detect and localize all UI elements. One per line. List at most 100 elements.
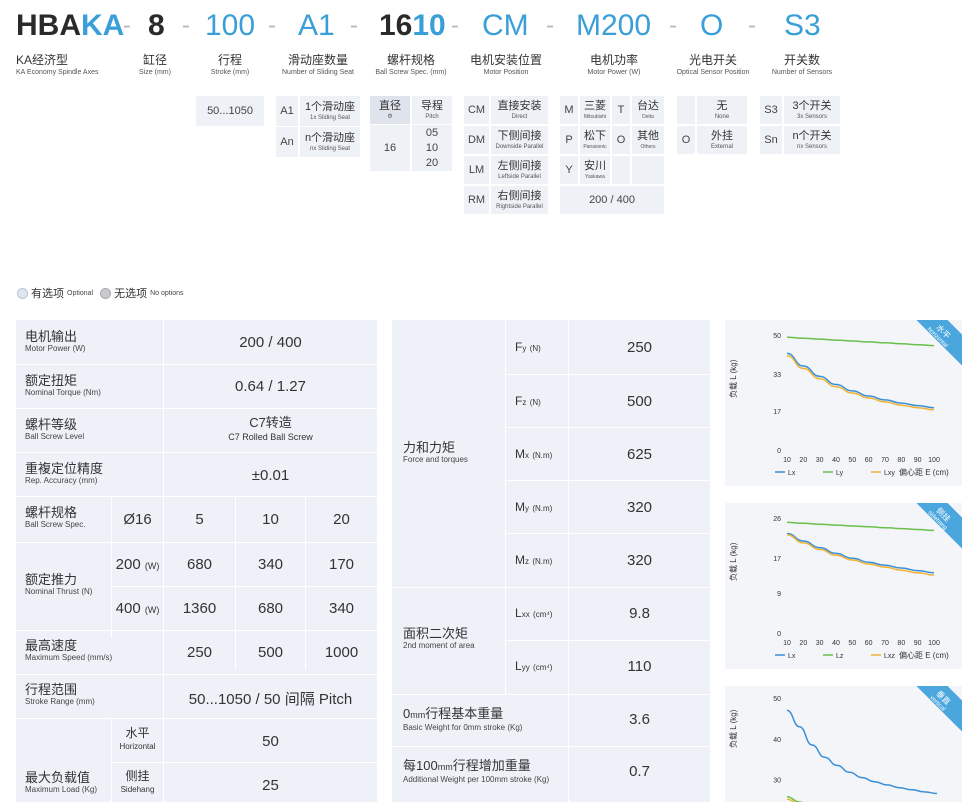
code-motor-pos: CM: [482, 9, 529, 42]
x-tick-label: 70: [881, 640, 889, 647]
spec-label: 螺杆等级 Ball Screw Level: [25, 417, 85, 441]
x-tick-label: 80: [897, 457, 905, 464]
spec-value: 200 / 400: [239, 334, 302, 351]
series-line: [786, 709, 938, 795]
spec-value: 25: [262, 777, 279, 794]
x-tick-label: 80: [897, 640, 905, 647]
motor-brand-code: P: [560, 126, 578, 154]
code-bore: 8: [148, 9, 165, 42]
spec-value: 500: [626, 393, 653, 410]
column-header: 开关数 Number of Sensors: [771, 53, 833, 76]
spec-table-left: [16, 320, 377, 802]
motor-brand: 其他 Others: [632, 126, 664, 154]
motor-pos-option: 左侧间接 Leftside Parallel: [491, 156, 548, 184]
screw-pitch-header: 导程 Pitch: [412, 96, 452, 124]
spec-value: 10: [262, 511, 279, 528]
spec-label: 螺杆规格 Ball Screw Spec.: [25, 505, 86, 529]
moment-symbol: Lxx (cm⁴): [515, 606, 553, 620]
y-tick-label: 17: [773, 556, 781, 563]
sensor-code: [677, 96, 695, 124]
code-sensor: O: [700, 9, 724, 42]
y-tick-label: 17: [773, 409, 781, 416]
load-chart-horizontal: 0 17 33 50 10 20 30 40 50 60 70 80 90 100 Lx Ly Lxy 偏心距 E…: [725, 320, 962, 486]
spec-value: 625: [626, 446, 653, 463]
motor-pos-option: 下侧间接 Downside Parallel: [491, 126, 548, 154]
legend-label: Lxz: [884, 653, 895, 660]
y-tick-label: 9: [777, 591, 781, 598]
code-seat: A1: [298, 9, 335, 42]
spec-value: 340: [328, 600, 355, 617]
x-tick-label: 10: [783, 457, 791, 464]
x-tick-label: 50: [848, 457, 856, 464]
spec-value: 680: [186, 556, 213, 573]
series-line: [786, 534, 935, 576]
x-tick-label: 100: [928, 640, 940, 647]
code-dash: -: [546, 12, 554, 39]
column-header: 电机功率 Motor Power (W): [587, 53, 641, 76]
y-axis-label: 负载 L (kg): [729, 359, 738, 398]
force-symbol: Mz (N.m): [515, 553, 553, 567]
code-dash: -: [182, 12, 190, 39]
spec-label: 最高速度 Maximum Speed (mm/s): [25, 638, 113, 662]
x-tick-label: 30: [816, 640, 824, 647]
motor-brand: 三菱 Mitsubishi: [580, 96, 610, 124]
seat-option: n个滑动座 nx Sliding Seat: [300, 127, 360, 157]
column-header: 滑动座数量 Number of Sliding Seat: [282, 53, 354, 76]
y-axis-label: 负载 L (kg): [729, 542, 738, 581]
spec-label: 额定推力 Nominal Thrust (N): [25, 572, 93, 596]
spec-value: ±0.01: [251, 467, 290, 484]
code-sensor-num: S3: [784, 9, 821, 42]
force-symbol: Mx (N.m): [515, 447, 553, 461]
seat-code: A1: [276, 96, 298, 126]
code-dash: -: [748, 12, 756, 39]
series-line: [786, 532, 935, 574]
code-dash: -: [669, 12, 677, 39]
spec-value: 320: [626, 552, 653, 569]
code-screw: 1610: [379, 9, 446, 42]
spec-value: 50: [262, 733, 279, 750]
spec-label: 力和力矩 Force and torques: [403, 440, 468, 464]
x-tick-label: 70: [881, 457, 889, 464]
seat-option: 1个滑动座 1x Sliding Seat: [300, 96, 360, 126]
x-tick-label: 90: [914, 457, 922, 464]
load-orientation: 侧挂 Sidehang: [120, 769, 155, 795]
sensor-num-option: 3个开关 3x Sensors: [784, 96, 840, 124]
load-chart-vertical: 30 40 50 垂直 vertical 负载 L (kg): [725, 686, 962, 802]
screw-dia: 16: [370, 125, 410, 171]
spec-label: 面积二次矩 2nd moment of area: [403, 626, 475, 650]
motor-brand-code: M: [560, 96, 578, 124]
motor-power-value: 200 / 400: [560, 186, 664, 214]
motor-pos-code: CM: [464, 96, 489, 124]
spec-value: 250: [626, 339, 653, 356]
spec-value: 500: [257, 644, 284, 661]
legend-label: Lx: [788, 470, 796, 477]
code-dash: -: [451, 12, 459, 39]
chart-svg: 30 40 50: [773, 696, 938, 802]
spec-value: 340: [257, 556, 284, 573]
sensor-option: 外挂 External: [697, 126, 747, 154]
y-tick-label: 33: [773, 372, 781, 379]
spec-value: 20: [333, 511, 350, 528]
seat-code: An: [276, 127, 298, 157]
x-tick-label: 20: [799, 640, 807, 647]
y-tick-label: 50: [773, 696, 781, 703]
sensor-code: O: [677, 126, 695, 154]
spec-value: 250: [186, 644, 213, 661]
series-line: [786, 795, 803, 802]
motor-pos-code: RM: [464, 186, 489, 214]
spec-label: 重複定位精度 Rep. Accuracy (mm): [25, 461, 104, 485]
model-code-prefix: HBAKA: [16, 9, 125, 42]
y-tick-label: 40: [773, 737, 781, 744]
legend-label: Lx: [788, 653, 796, 660]
x-tick-label: 40: [832, 457, 840, 464]
screw-pitch-list: 05 10 20: [412, 125, 452, 171]
motor-pos-option: 直接安装 Direct: [491, 96, 548, 124]
empty-cell: [612, 156, 630, 184]
legend-label: Ly: [836, 470, 844, 477]
code-motor-power: M200: [576, 9, 652, 42]
motor-brand-code: T: [612, 96, 630, 124]
thrust-power: 200 (W): [115, 556, 160, 573]
thrust-power: 400 (W): [115, 600, 160, 617]
column-header: 光电开关 Optical Sensor Position: [676, 53, 750, 76]
force-symbol: My (N.m): [515, 500, 553, 514]
